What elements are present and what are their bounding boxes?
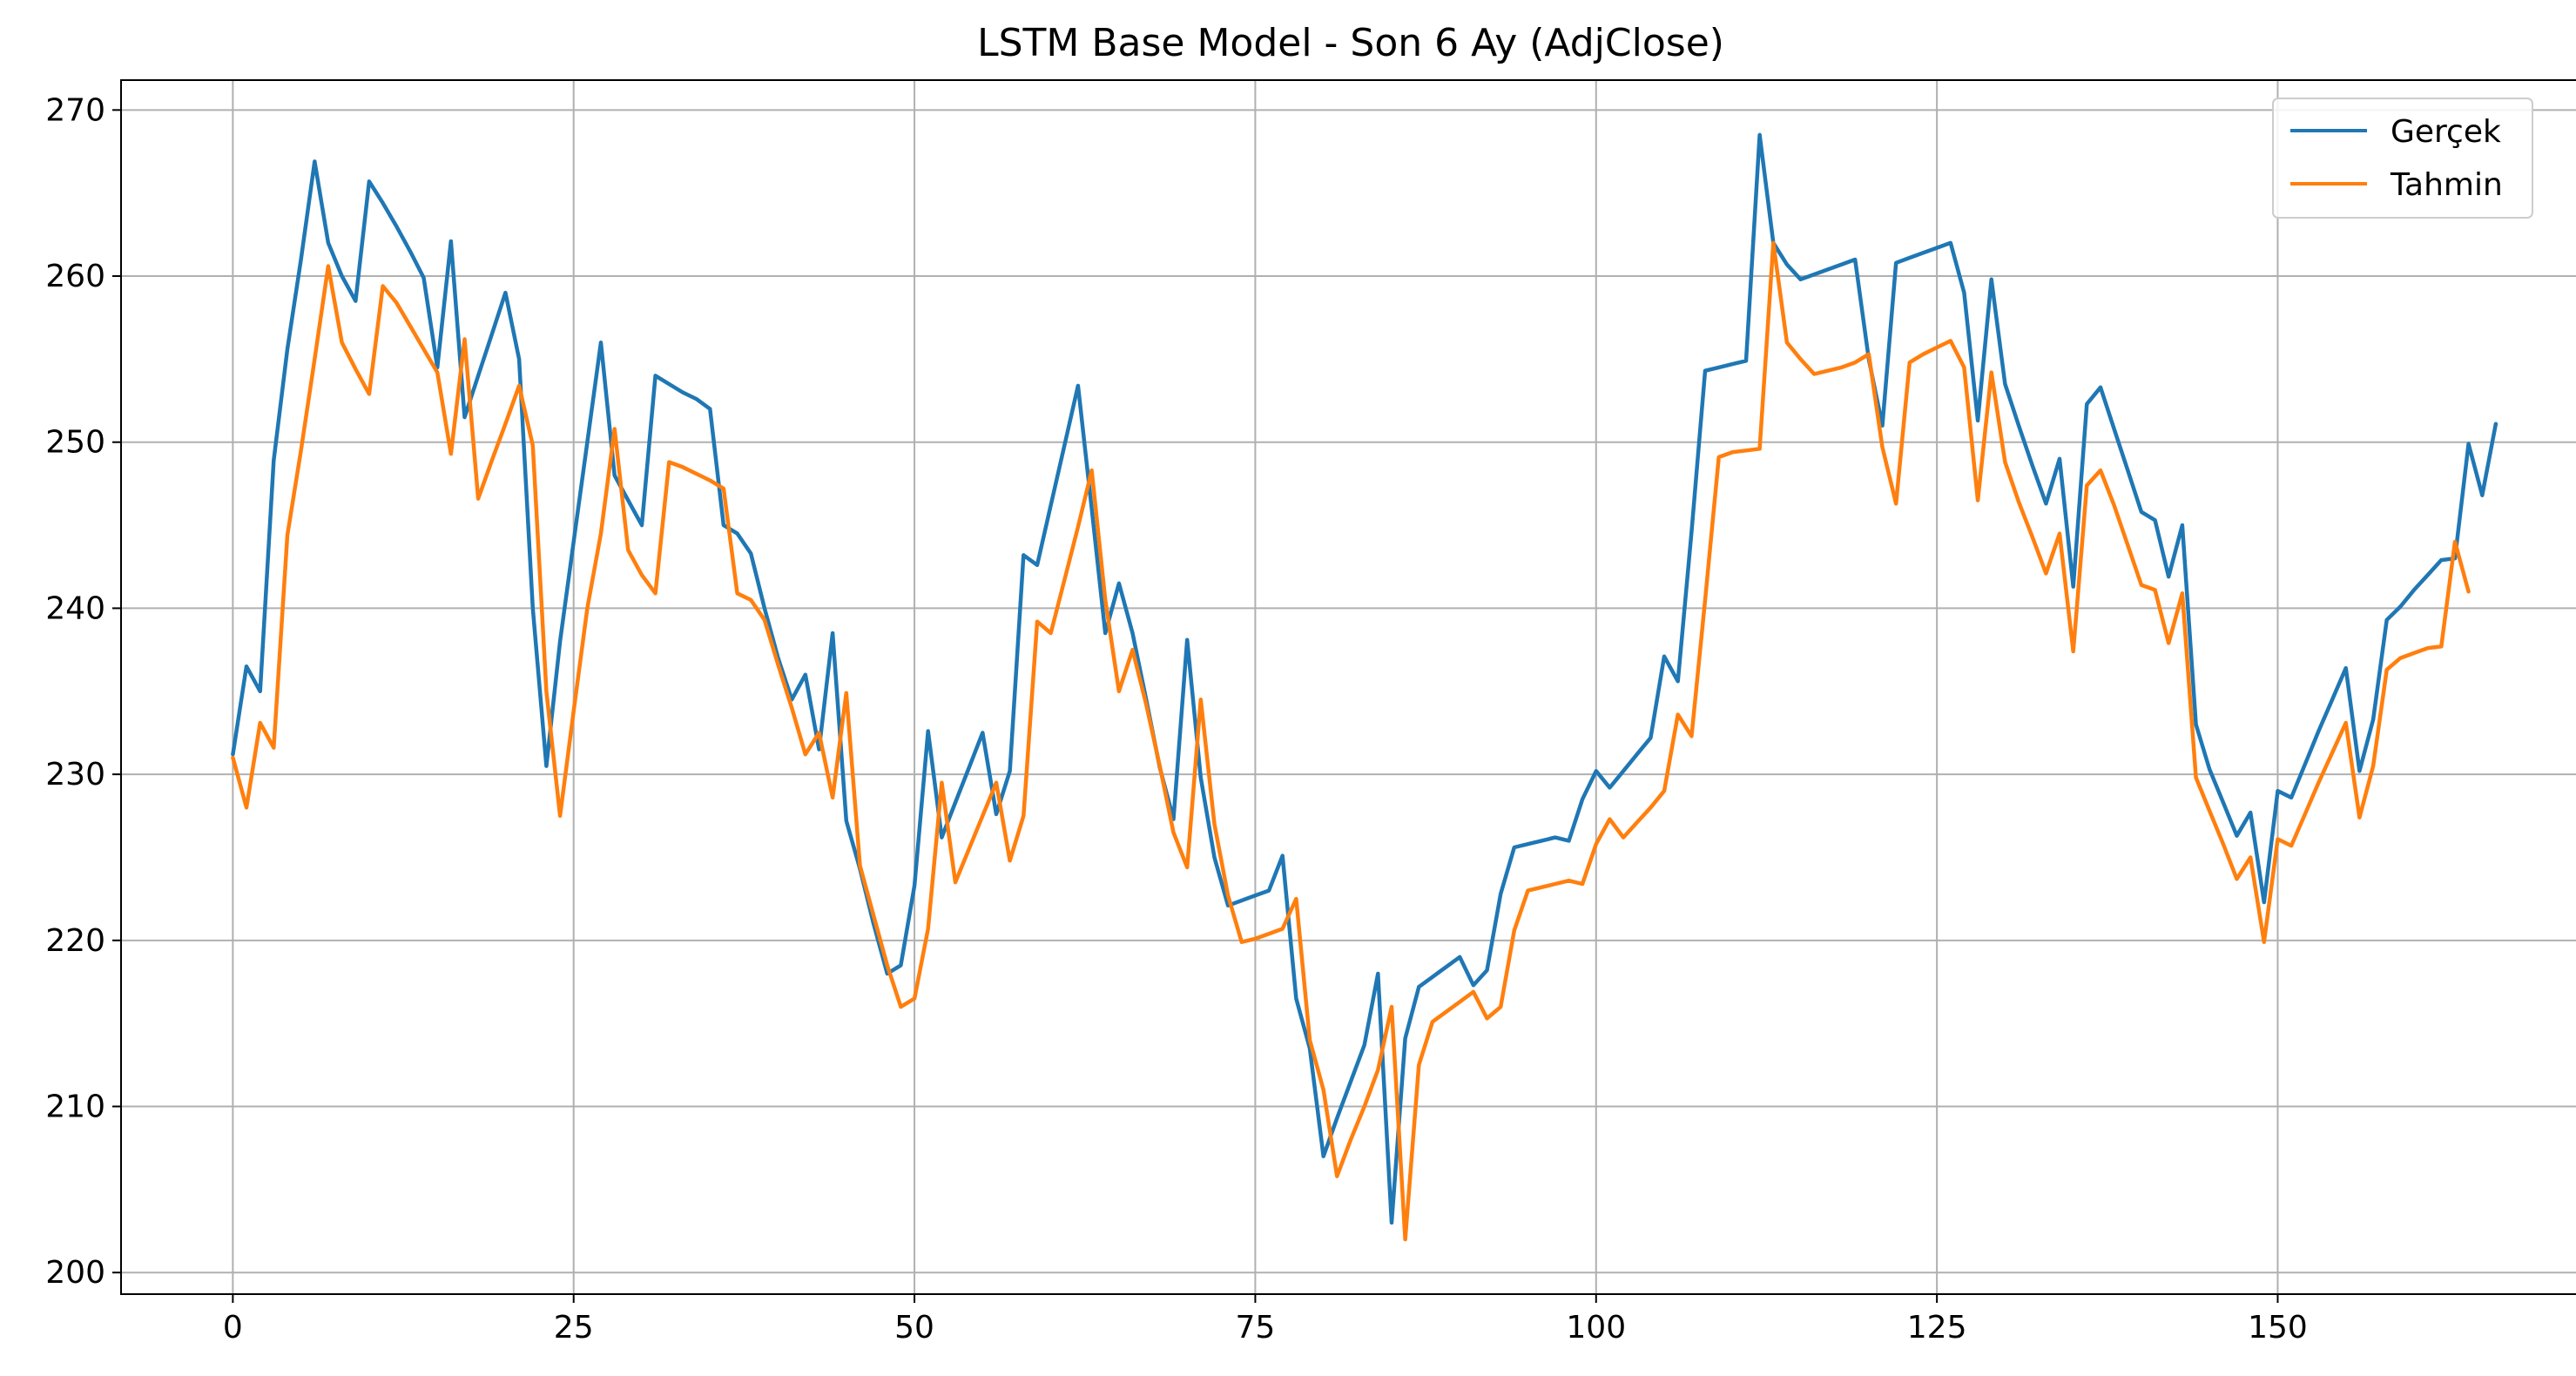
y-tick-label-240: 240 — [45, 590, 105, 626]
series-line-tahmin — [231, 240, 2471, 1242]
x-tick-label-125: 125 — [1907, 1310, 1967, 1346]
y-axis: 200 210 220 230 240 250 260 270 — [45, 92, 121, 1291]
x-tick-label-0: 0 — [223, 1310, 243, 1346]
series-layer — [231, 132, 2498, 1242]
y-tick-label-200: 200 — [45, 1255, 105, 1291]
x-axis: 0 25 50 75 100 125 150 — [223, 1294, 2308, 1346]
x-tick-label-150: 150 — [2248, 1310, 2308, 1346]
y-tick-label-260: 260 — [45, 259, 105, 294]
y-tick-label-250: 250 — [45, 425, 105, 461]
gridlines — [121, 80, 2576, 1294]
legend-label-tahmin: Tahmin — [2390, 167, 2503, 203]
x-tick-label-50: 50 — [894, 1310, 934, 1346]
x-tick-label-75: 75 — [1236, 1310, 1276, 1346]
chart-title: LSTM Base Model - Son 6 Ay (AdjClose) — [977, 21, 1724, 65]
y-tick-label-270: 270 — [45, 92, 105, 128]
y-tick-label-230: 230 — [45, 757, 105, 793]
plot-frame — [120, 79, 2576, 1295]
y-tick-label-210: 210 — [45, 1089, 105, 1125]
legend-box — [2272, 98, 2533, 219]
y-tick-label-220: 220 — [45, 923, 105, 959]
x-tick-label-25: 25 — [554, 1310, 594, 1346]
legend: Gerçek Tahmin — [2272, 98, 2533, 219]
legend-label-gercek: Gerçek — [2391, 114, 2501, 150]
x-tick-label-100: 100 — [1566, 1310, 1626, 1346]
series-line-gercek — [231, 132, 2498, 1225]
